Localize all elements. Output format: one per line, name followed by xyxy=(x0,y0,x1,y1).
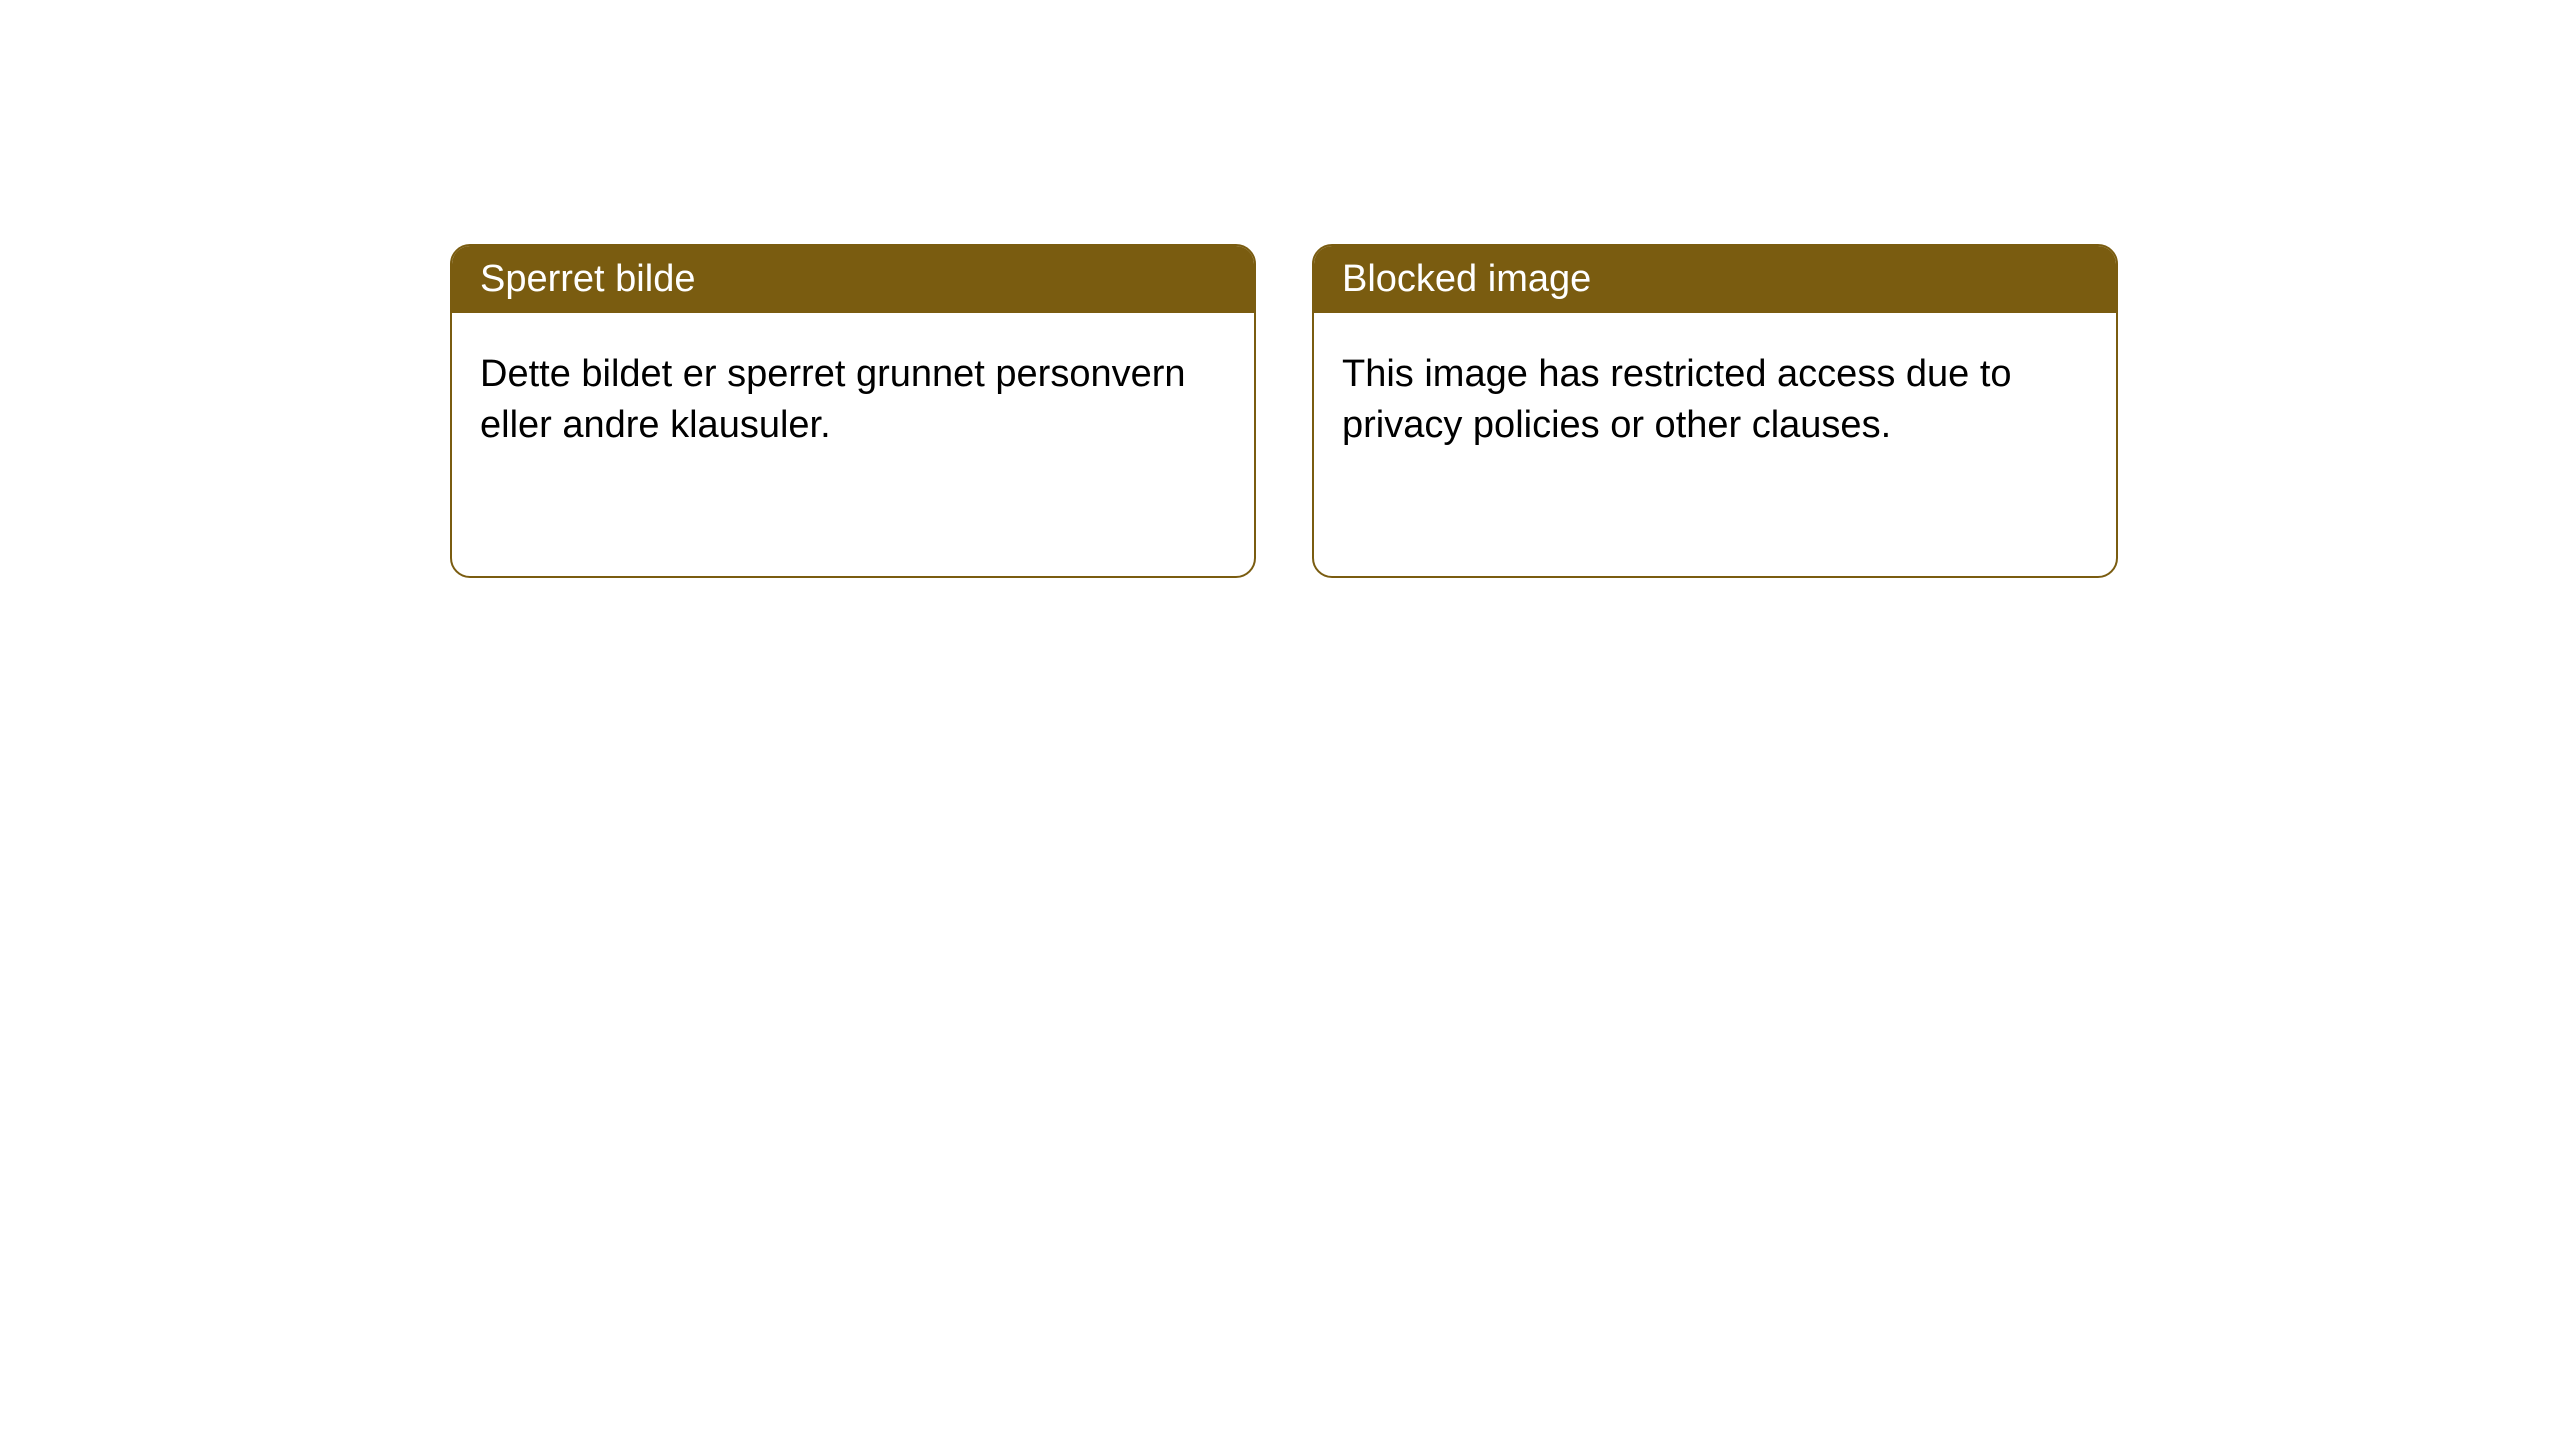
notice-header: Blocked image xyxy=(1314,246,2116,313)
notice-card-english: Blocked image This image has restricted … xyxy=(1312,244,2118,578)
notice-message: Dette bildet er sperret grunnet personve… xyxy=(480,353,1186,446)
notice-header: Sperret bilde xyxy=(452,246,1254,313)
notice-card-norwegian: Sperret bilde Dette bildet er sperret gr… xyxy=(450,244,1256,578)
notice-container: Sperret bilde Dette bildet er sperret gr… xyxy=(0,0,2560,578)
notice-body: This image has restricted access due to … xyxy=(1314,313,2116,488)
notice-message: This image has restricted access due to … xyxy=(1342,353,2012,446)
notice-title: Blocked image xyxy=(1342,258,1591,300)
notice-body: Dette bildet er sperret grunnet personve… xyxy=(452,313,1254,488)
notice-title: Sperret bilde xyxy=(480,258,695,300)
